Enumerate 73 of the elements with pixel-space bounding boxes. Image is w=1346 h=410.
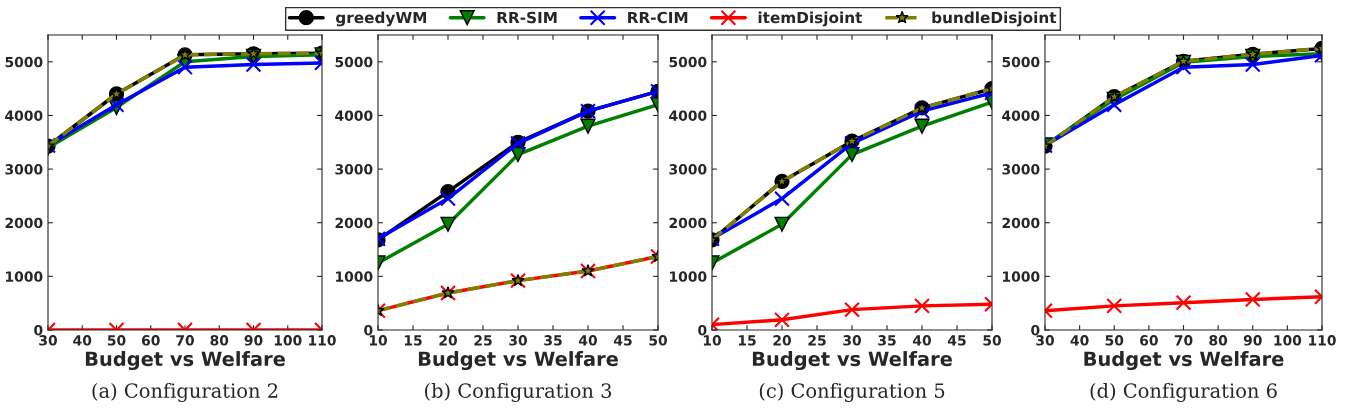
- x-axis-title: Budget vs Welfare: [85, 351, 285, 371]
- legend-label: RR-SIM: [497, 11, 557, 24]
- x-tick-label: 40: [578, 335, 597, 346]
- legend-label: greedyWM: [335, 11, 427, 27]
- y-tick-label: 4000: [1002, 110, 1040, 121]
- x-tick-label: 25: [808, 335, 826, 346]
- y-tick-label: 1000: [670, 271, 707, 282]
- y-tick-label: 3000: [669, 164, 707, 175]
- x-tick-label: 50: [983, 335, 1001, 346]
- x-tick-label: 50: [1105, 335, 1124, 346]
- x-tick-label: 10: [369, 335, 387, 346]
- x-tick-label: 60: [141, 335, 160, 346]
- x-tick-label: 15: [738, 335, 756, 346]
- text: (a) Configuration 2: [92, 382, 278, 402]
- y-tick-label: 4000: [5, 110, 43, 121]
- x-tick-label: 80: [210, 335, 229, 346]
- text: (b) Configuration 3: [425, 382, 612, 402]
- x-tick-label: 20: [773, 335, 791, 346]
- x-tick-label: 80: [1209, 335, 1228, 346]
- y-tick-label: 3000: [1002, 164, 1040, 175]
- x-tick-label: 30: [1036, 335, 1054, 346]
- y-tick-label: 2000: [1002, 217, 1040, 229]
- y-tick-label: 0: [364, 324, 373, 336]
- y-tick-label: 5000: [5, 56, 43, 68]
- y-tick-label: 4000: [669, 110, 707, 121]
- x-tick-label: 100: [274, 335, 302, 346]
- y-tick-label: 4000: [335, 110, 373, 121]
- x-tick-label: 40: [1070, 335, 1089, 346]
- x-tick-label: 10: [703, 335, 721, 346]
- y-tick-label: 0: [1031, 324, 1040, 336]
- legend-label: itemDisjoint: [758, 11, 863, 27]
- x-tick-label: 90: [244, 335, 263, 346]
- x-tick-label: 110: [309, 335, 336, 346]
- text: (d) Configuration 6: [1090, 382, 1277, 402]
- x-tick-label: 20: [439, 335, 457, 346]
- y-tick-label: 0: [698, 324, 707, 336]
- x-tick-label: 45: [613, 335, 632, 346]
- y-tick-label: 5000: [669, 56, 707, 68]
- y-tick-label: 1000: [1003, 271, 1040, 282]
- y-tick-label: 3000: [5, 164, 43, 175]
- y-tick-label: 5000: [335, 56, 373, 68]
- x-tick-label: 40: [912, 335, 931, 346]
- x-tick-label: 90: [1243, 335, 1262, 346]
- text: (c) Configuration 5: [759, 382, 945, 402]
- y-tick-label: 5000: [1002, 56, 1040, 68]
- y-tick-label: 1000: [6, 271, 43, 282]
- x-tick-label: 15: [404, 335, 422, 346]
- x-tick-label: 60: [1140, 335, 1158, 346]
- x-axis-title: Budget vs Welfare: [418, 351, 618, 371]
- x-axis-title: Budget vs Welfare: [752, 351, 952, 371]
- x-tick-label: 70: [1174, 335, 1193, 346]
- legend-label: RR-CIM: [628, 11, 688, 24]
- y-tick-label: 2000: [335, 217, 373, 229]
- x-tick-label: 30: [39, 335, 57, 346]
- x-tick-label: 50: [649, 335, 667, 346]
- y-tick-label: 3000: [335, 164, 373, 175]
- x-tick-label: 110: [1309, 335, 1336, 346]
- y-tick-label: 1000: [336, 271, 373, 282]
- x-axis-title: Budget vs Welfare: [1084, 351, 1284, 371]
- x-tick-label: 35: [544, 335, 562, 346]
- x-tick-label: 25: [474, 335, 492, 346]
- legend-label: bundleDisjoint: [932, 11, 1057, 27]
- x-tick-label: 30: [509, 335, 527, 346]
- x-tick-label: 45: [947, 335, 966, 346]
- y-tick-label: 2000: [5, 217, 43, 229]
- x-tick-label: 50: [107, 335, 126, 346]
- x-tick-label: 40: [73, 335, 92, 346]
- x-tick-label: 35: [878, 335, 896, 346]
- x-tick-label: 30: [843, 335, 861, 346]
- x-tick-label: 100: [1274, 335, 1302, 346]
- y-tick-label: 2000: [669, 217, 707, 229]
- y-tick-label: 0: [34, 324, 43, 336]
- x-tick-label: 70: [176, 335, 194, 346]
